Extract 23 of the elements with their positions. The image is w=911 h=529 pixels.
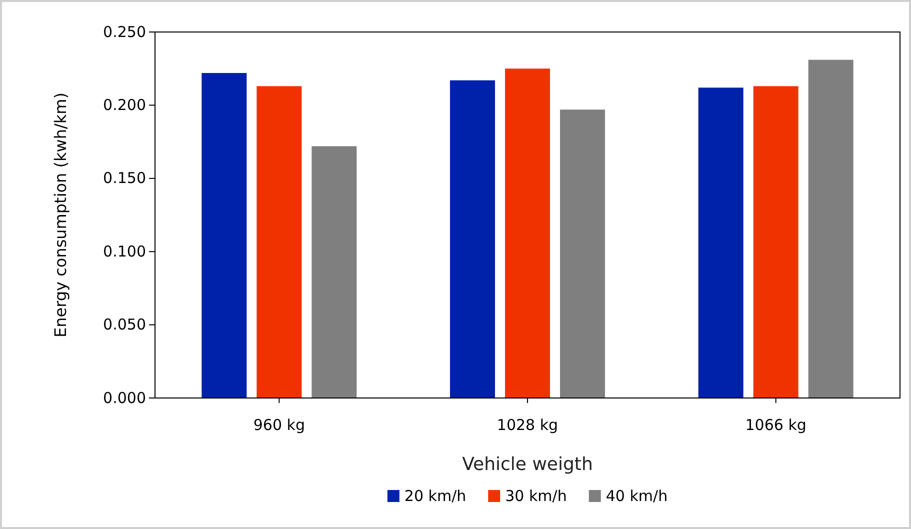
bar [698, 88, 744, 398]
legend-label: 20 km/h [404, 487, 466, 505]
y-tick-label: 0.050 [103, 316, 146, 334]
bar [256, 86, 302, 398]
bar [505, 68, 550, 398]
bar [312, 146, 357, 398]
bar [808, 60, 854, 398]
x-tick-label: 1066 kg [745, 416, 806, 434]
x-tick-label: 960 kg [253, 416, 305, 434]
bar [202, 72, 247, 398]
y-axis-title: Energy consumption (kwh/km) [51, 92, 70, 338]
legend-label: 30 km/h [505, 487, 567, 505]
y-tick-label: 0.100 [103, 242, 146, 260]
bar [753, 86, 798, 398]
x-tick-label: 1028 kg [496, 416, 558, 434]
y-tick-label: 0.000 [103, 388, 146, 407]
bar [450, 80, 495, 398]
bar [560, 110, 605, 398]
legend-label: 40 km/h [606, 487, 668, 505]
y-tick-label: 0.250 [103, 22, 146, 41]
x-axis-title: Vehicle weigth [462, 454, 593, 475]
y-tick-label: 0.200 [103, 96, 146, 114]
y-tick-label: 0.150 [103, 169, 146, 188]
